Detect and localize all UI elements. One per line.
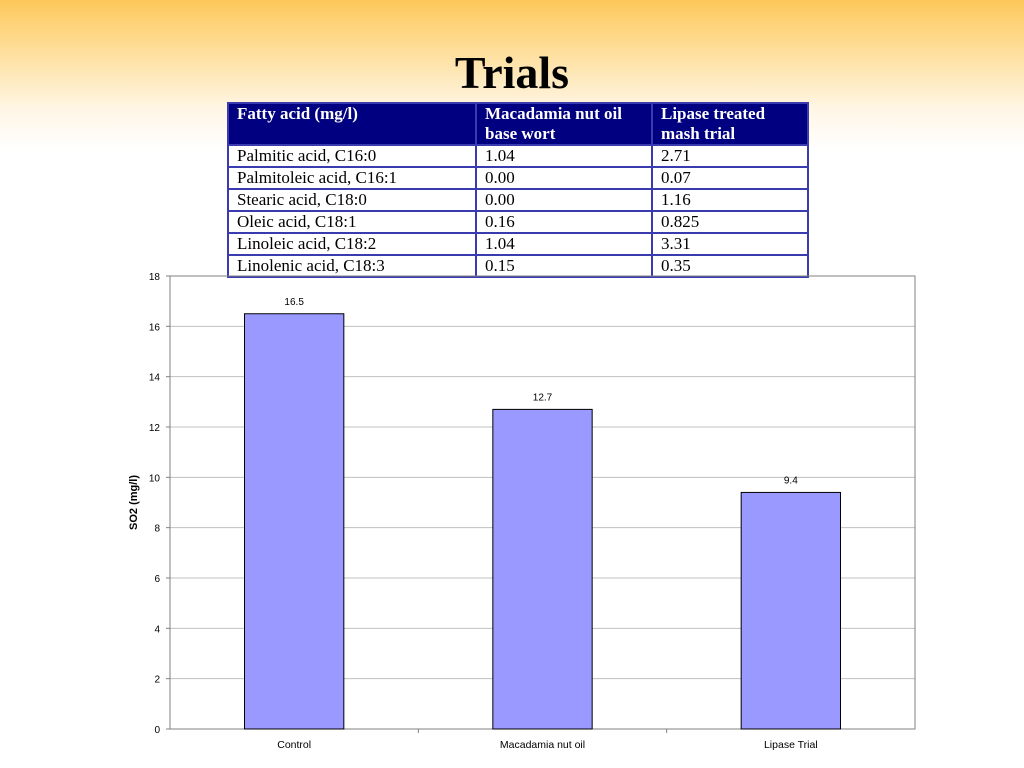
x-tick-label-2: Lipase Trial <box>764 739 818 751</box>
bar-0 <box>244 313 345 730</box>
table-cell-acid: Linoleic acid, C18:2 <box>227 232 477 256</box>
y-axis-label: SO2 (mg/l) <box>128 475 140 530</box>
table-row: Palmitic acid, C16:0 1.04 2.71 <box>227 144 809 168</box>
table-row: Stearic acid, C18:0 0.00 1.16 <box>227 188 809 212</box>
table-cell-lipase: 2.71 <box>651 144 809 168</box>
table-header-fatty-acid: Fatty acid (mg/l) <box>227 102 477 146</box>
y-tick-label: 0 <box>154 725 160 736</box>
y-tick-label: 8 <box>154 524 160 535</box>
table-row: Linolenic acid, C18:3 0.15 0.35 <box>227 254 809 278</box>
table-header-row: Fatty acid (mg/l) Macadamia nut oil base… <box>227 102 809 146</box>
table-cell-acid: Palmitic acid, C16:0 <box>227 144 477 168</box>
fatty-acid-table: Fatty acid (mg/l) Macadamia nut oil base… <box>227 102 809 278</box>
x-tick-label-1: Macadamia nut oil <box>500 739 585 751</box>
bar-2 <box>740 491 842 730</box>
table-cell-lipase: 0.825 <box>651 210 809 234</box>
table-cell-macadamia: 0.16 <box>475 210 653 234</box>
data-label-0: 16.5 <box>284 297 304 308</box>
chart-data-labels: 16.5 12.7 9.4 <box>284 297 798 487</box>
table-cell-acid: Palmitoleic acid, C16:1 <box>227 166 477 190</box>
table-cell-acid: Oleic acid, C18:1 <box>227 210 477 234</box>
table-cell-macadamia: 1.04 <box>475 144 653 168</box>
table-cell-lipase: 3.31 <box>651 232 809 256</box>
table-header-macadamia: Macadamia nut oil base wort <box>475 102 653 146</box>
y-tick-label: 6 <box>154 574 160 585</box>
bar-1 <box>492 408 593 730</box>
x-tick-label-0: Control <box>277 739 311 751</box>
table-cell-macadamia: 1.04 <box>475 232 653 256</box>
y-axis-ticks: 0 2 4 6 8 10 12 14 16 18 <box>149 272 170 736</box>
x-axis-ticks: Control Macadamia nut oil Lipase Trial <box>277 729 818 751</box>
table-header-lipase: Lipase treated mash trial <box>651 102 809 146</box>
table-row: Linoleic acid, C18:2 1.04 3.31 <box>227 232 809 256</box>
table-cell-macadamia: 0.15 <box>475 254 653 278</box>
y-tick-label: 10 <box>149 473 161 484</box>
y-tick-label: 2 <box>154 675 160 686</box>
table-cell-macadamia: 0.00 <box>475 188 653 212</box>
y-tick-label: 16 <box>149 322 161 333</box>
slide-title: Trials <box>454 47 570 98</box>
so2-bar-chart: 0 2 4 6 8 10 12 14 16 18 16.5 12.7 9.4 Control Macad… <box>128 272 916 751</box>
y-tick-label: 18 <box>149 272 161 283</box>
chart-bars <box>244 313 842 730</box>
data-label-1: 12.7 <box>533 392 553 403</box>
table-cell-lipase: 1.16 <box>651 188 809 212</box>
y-tick-label: 4 <box>154 624 160 635</box>
table-cell-lipase: 0.07 <box>651 166 809 190</box>
y-tick-label: 14 <box>149 373 161 384</box>
table-cell-macadamia: 0.00 <box>475 166 653 190</box>
table-cell-acid: Stearic acid, C18:0 <box>227 188 477 212</box>
y-tick-label: 12 <box>149 423 161 434</box>
table-row: Oleic acid, C18:1 0.16 0.825 <box>227 210 809 234</box>
data-label-2: 9.4 <box>784 475 798 486</box>
table-row: Palmitoleic acid, C16:1 0.00 0.07 <box>227 166 809 190</box>
